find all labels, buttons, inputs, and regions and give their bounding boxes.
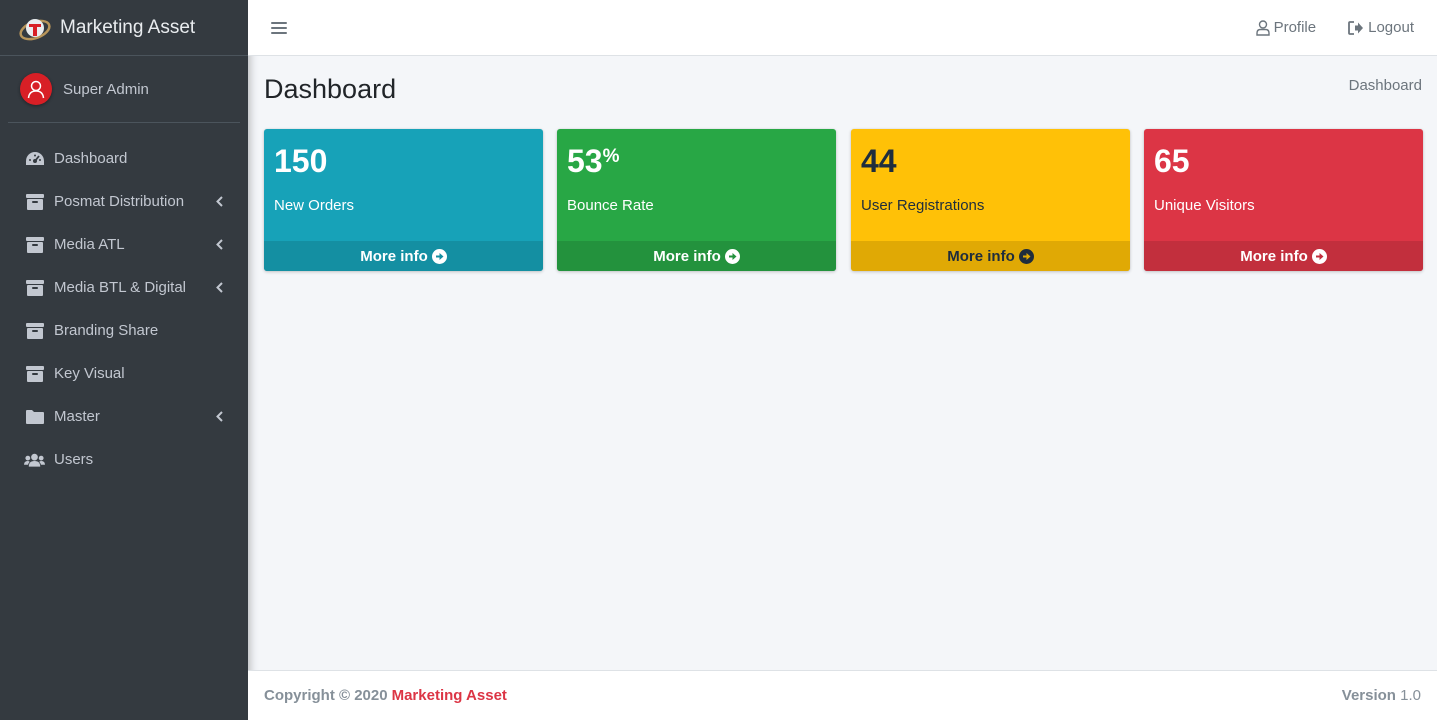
hamburger-menu-icon[interactable] xyxy=(271,21,287,35)
sidebar-item-media-btl-digital[interactable]: Media BTL & Digital xyxy=(0,266,248,309)
sidebar-item-master[interactable]: Master xyxy=(0,395,248,438)
logout-link[interactable]: Logout xyxy=(1348,19,1414,36)
sidebar-item-branding-share[interactable]: Branding Share xyxy=(0,309,248,352)
sidebar-item-label: Branding Share xyxy=(54,322,159,339)
stat-boxes: 150 New Orders More info 53% Bounce Rate… xyxy=(264,129,1423,271)
sign-out-icon xyxy=(1348,20,1364,35)
sidebar-item-media-atl[interactable]: Media ATL xyxy=(0,223,248,266)
user-icon xyxy=(1255,19,1270,36)
sidebar-nav: Dashboard Posmat Distribution Media ATL xyxy=(0,137,248,481)
stat-box-bounce-rate: 53% Bounce Rate More info xyxy=(557,129,836,271)
stat-box-new-orders: 150 New Orders More info xyxy=(264,129,543,271)
sidebar: Marketing Asset Super Admin Dashboard Po… xyxy=(0,0,248,720)
more-info-link[interactable]: More info xyxy=(264,241,543,271)
page-title: Dashboard xyxy=(264,74,397,104)
archive-icon xyxy=(24,279,45,297)
more-info-link[interactable]: More info xyxy=(851,241,1130,271)
page-footer: Copyright © 2020 Marketing Asset Version… xyxy=(248,670,1437,720)
sidebar-item-label: Posmat Distribution xyxy=(54,193,185,210)
version-value: 1.0 xyxy=(1400,687,1421,704)
profile-link[interactable]: Profile xyxy=(1255,19,1317,36)
stat-label: Unique Visitors xyxy=(1154,197,1255,214)
more-info-link[interactable]: More info xyxy=(557,241,836,271)
tachometer-icon xyxy=(24,150,45,168)
stat-value: 65 xyxy=(1154,143,1190,179)
arrow-circle-right-icon xyxy=(724,248,740,264)
chevron-left-icon xyxy=(214,238,224,252)
content-header: Dashboard Dashboard xyxy=(264,72,1422,112)
sidebar-item-label: Key Visual xyxy=(54,365,125,382)
navbar-right: Profile Logout xyxy=(1224,19,1414,36)
sidebar-item-label: Dashboard xyxy=(54,150,128,167)
arrow-circle-right-icon xyxy=(1018,248,1034,264)
sidebar-item-label: Users xyxy=(54,451,94,468)
user-name: Super Admin xyxy=(63,80,149,98)
sidebar-item-posmat-distribution[interactable]: Posmat Distribution xyxy=(0,180,248,223)
user-avatar-icon xyxy=(20,73,52,105)
version-info: Version 1.0 xyxy=(1342,687,1421,704)
sidebar-item-key-visual[interactable]: Key Visual xyxy=(0,352,248,395)
footer-brand-link[interactable]: Marketing Asset xyxy=(391,687,507,704)
user-panel[interactable]: Super Admin xyxy=(8,56,240,123)
archive-icon xyxy=(24,365,45,383)
brand-link[interactable]: Marketing Asset xyxy=(0,0,248,56)
archive-icon xyxy=(24,322,45,340)
top-navbar: Profile Logout xyxy=(248,0,1437,56)
more-info-link[interactable]: More info xyxy=(1144,241,1423,271)
arrow-circle-right-icon xyxy=(431,248,447,264)
stat-box-unique-visitors: 65 Unique Visitors More info xyxy=(1144,129,1423,271)
folder-icon xyxy=(24,408,45,426)
sidebar-item-label: Media BTL & Digital xyxy=(54,279,186,296)
sidebar-item-label: Master xyxy=(54,408,100,425)
brand-logo-icon xyxy=(18,11,52,45)
sidebar-item-label: Media ATL xyxy=(54,236,125,253)
stat-value: 53% xyxy=(567,143,620,179)
chevron-left-icon xyxy=(214,281,224,295)
stat-label: User Registrations xyxy=(861,197,985,214)
sidebar-item-users[interactable]: Users xyxy=(0,438,248,481)
logout-label: Logout xyxy=(1368,19,1414,36)
stat-value: 44 xyxy=(861,143,897,179)
copyright-text: Copyright © 2020 xyxy=(264,687,388,704)
brand-name: Marketing Asset xyxy=(60,16,196,38)
chevron-left-icon xyxy=(214,195,224,209)
users-icon xyxy=(24,451,45,469)
profile-label: Profile xyxy=(1273,19,1317,36)
chevron-left-icon xyxy=(214,410,224,424)
archive-icon xyxy=(24,236,45,254)
stat-value: 150 xyxy=(274,143,328,179)
version-label: Version xyxy=(1341,687,1396,704)
arrow-circle-right-icon xyxy=(1311,248,1327,264)
stat-label: Bounce Rate xyxy=(567,197,654,214)
breadcrumb: Dashboard xyxy=(1348,77,1422,94)
sidebar-item-dashboard[interactable]: Dashboard xyxy=(0,137,248,180)
archive-icon xyxy=(24,193,45,211)
stat-box-user-registrations: 44 User Registrations More info xyxy=(851,129,1130,271)
stat-label: New Orders xyxy=(274,197,355,214)
